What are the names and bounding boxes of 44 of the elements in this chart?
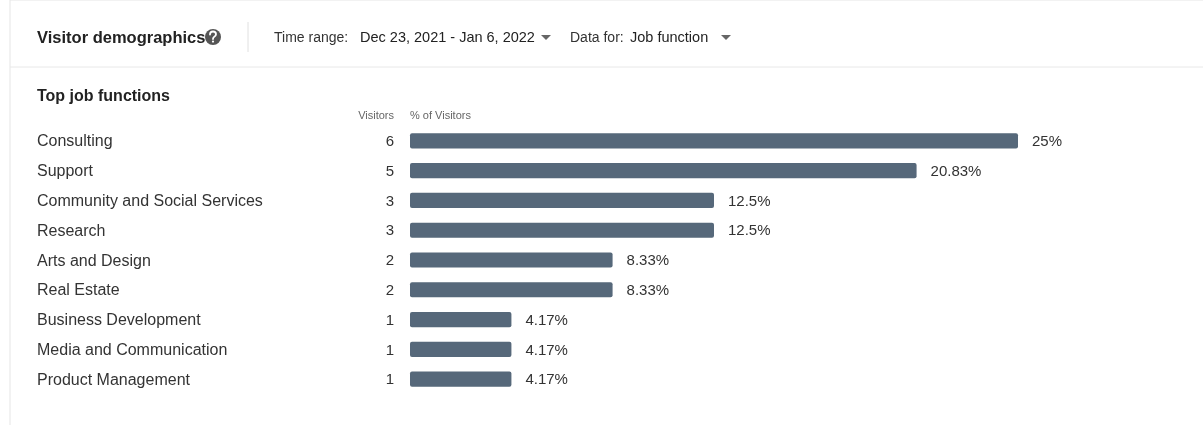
y-tick-label: Support [37, 162, 94, 180]
bar [410, 371, 512, 387]
text: Time range: [274, 28, 349, 45]
data-label: 12.5% [728, 191, 771, 209]
bar [410, 163, 917, 179]
bar [410, 311, 512, 328]
data-label: 4.17% [525, 340, 568, 358]
bar [410, 252, 613, 268]
bar [410, 133, 1018, 149]
y-tick-label: Community and Social Services [37, 192, 263, 210]
y-tick-label: Business Development [37, 311, 202, 329]
text: 6 [385, 132, 394, 150]
text: 1 [385, 370, 394, 388]
text: Visitors [358, 108, 395, 121]
text: Top job functions [37, 86, 171, 104]
bar [410, 282, 613, 298]
bar [410, 192, 714, 209]
text: % of Visitors [410, 108, 472, 121]
bar [410, 222, 714, 238]
data-label: 4.17% [525, 370, 568, 388]
text: 3 [385, 221, 394, 239]
text: 2 [385, 251, 394, 269]
text: Data for: [570, 28, 624, 45]
data-label: 20.83% [930, 161, 982, 179]
bar [410, 341, 512, 357]
text: 2 [385, 281, 394, 299]
text: 3 [385, 191, 394, 209]
y-tick-label: Consulting [37, 132, 113, 150]
data-label: 4.17% [525, 310, 568, 328]
data-label: 25% [1032, 132, 1063, 150]
text: 1 [385, 310, 394, 328]
data-label: 8.33% [626, 251, 670, 269]
text: 5 [385, 161, 394, 179]
data-label: 8.33% [626, 281, 670, 299]
y-tick-label: Product Management [37, 370, 191, 388]
y-tick-label: Real Estate [37, 281, 120, 299]
text: 1 [385, 340, 394, 358]
y-tick-label: Research [37, 221, 106, 239]
text: Visitor demographics [37, 27, 206, 46]
y-tick-label: Arts and Design [37, 251, 151, 269]
y-tick-label: Media and Communication [37, 340, 228, 358]
data-label: 12.5% [728, 221, 771, 239]
text: Job function [630, 29, 709, 46]
text: Dec 23, 2021 - Jan 6, 2022 [360, 29, 535, 46]
